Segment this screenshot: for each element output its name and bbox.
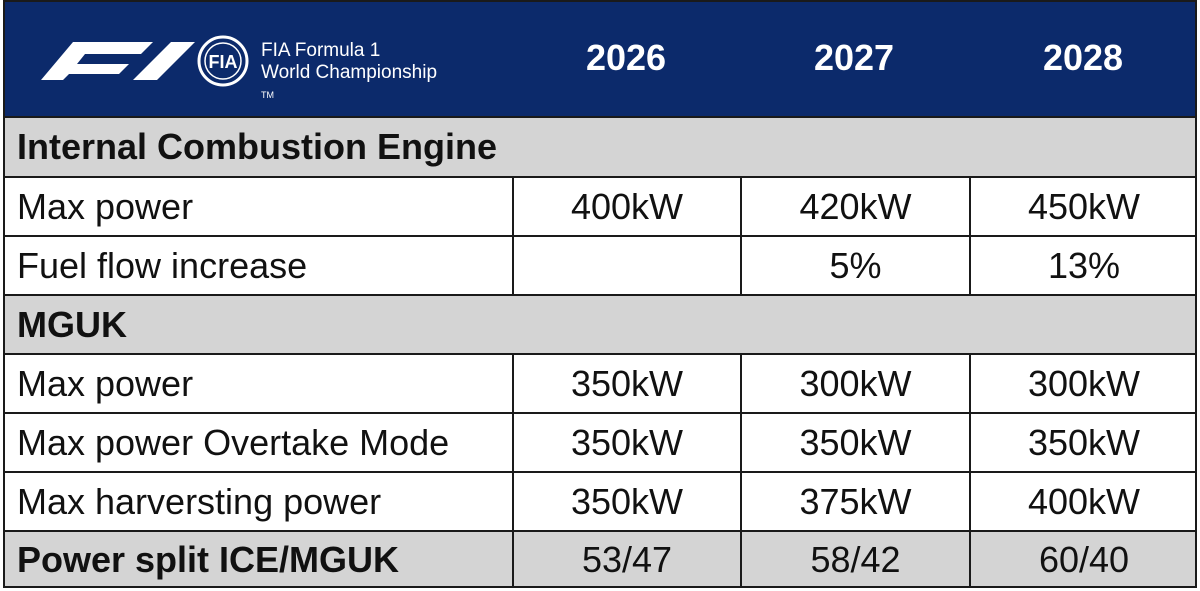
row-label: Power split ICE/MGUK: [17, 539, 400, 580]
table-row: Max power 350kW 300kW 300kW: [3, 353, 1197, 412]
row-label: Max power: [17, 362, 194, 404]
row-label: Fuel flow increase: [17, 244, 308, 286]
table-row: Max power Overtake Mode 350kW 350kW 350k…: [3, 412, 1197, 471]
value-cell-2028: 450kW: [969, 178, 1197, 235]
f1-fia-logo: FIA FIA Formula 1 World Championship TM: [33, 30, 513, 100]
section-label: Internal Combustion Engine: [17, 126, 498, 167]
year-header-2028: 2028: [1042, 37, 1124, 78]
value-cell-2026: [512, 237, 740, 294]
section-row-ice: Internal Combustion Engine: [3, 116, 1197, 176]
value-cell-2028: 300kW: [969, 355, 1197, 412]
value-cell-2027: 420kW: [740, 178, 969, 235]
logo-line-2: World Championship: [261, 62, 438, 83]
f1-logo-icon: FIA: [41, 35, 249, 87]
value-cell-2026: 350kW: [512, 473, 740, 530]
value-cell-2026: 400kW: [512, 178, 740, 235]
table-row: Fuel flow increase 5% 13%: [3, 235, 1197, 294]
year-header-2027: 2027: [813, 37, 895, 78]
value-cell-2026: 350kW: [512, 355, 740, 412]
value-cell-2027: 58/42: [740, 532, 969, 588]
table-row: Max power 400kW 420kW 450kW: [3, 176, 1197, 235]
value-cell-2026: 350kW: [512, 414, 740, 471]
value-cell-2026: 53/47: [512, 532, 740, 588]
table-row: Max harversting power 350kW 375kW 400kW: [3, 471, 1197, 530]
value-cell-2027: 5%: [740, 237, 969, 294]
value-cell-2028: 60/40: [969, 532, 1197, 588]
section-row-mguk: MGUK: [3, 294, 1197, 353]
section-label: MGUK: [17, 303, 127, 345]
fia-badge-text: FIA: [209, 52, 238, 72]
engine-spec-table: FIA FIA Formula 1 World Championship TM 2…: [3, 0, 1197, 588]
total-row: Power split ICE/MGUK 53/47 58/42 60/40: [3, 530, 1197, 588]
value-cell-2027: 300kW: [740, 355, 969, 412]
year-header-2026: 2026: [585, 37, 667, 78]
row-label: Max power Overtake Mode: [17, 421, 450, 463]
logo-tm: TM: [261, 90, 274, 100]
row-label: Max harversting power: [17, 480, 382, 522]
row-label: Max power: [17, 185, 194, 227]
value-cell-2028: 400kW: [969, 473, 1197, 530]
logo-line-1: FIA Formula 1: [261, 40, 381, 61]
value-cell-2028: 350kW: [969, 414, 1197, 471]
value-cell-2027: 375kW: [740, 473, 969, 530]
value-cell-2027: 350kW: [740, 414, 969, 471]
table-header: FIA FIA Formula 1 World Championship TM 2…: [3, 0, 1197, 116]
value-cell-2028: 13%: [969, 237, 1197, 294]
